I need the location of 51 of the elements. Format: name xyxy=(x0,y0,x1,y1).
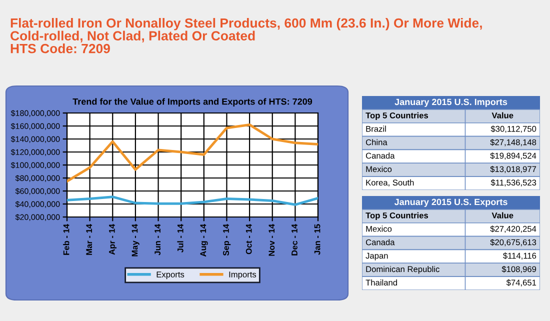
text: $27,148,148 xyxy=(490,138,536,146)
y-tick-label: $140,000,000 xyxy=(10,136,60,143)
y-tick-label: $180,000,000 xyxy=(10,110,60,117)
text: Mexico xyxy=(366,226,392,232)
text: $11,536,523 xyxy=(490,179,536,187)
legend-label: Imports xyxy=(229,272,256,280)
x-tick-label: Jul - 14 xyxy=(177,224,184,253)
text: Brazil xyxy=(366,126,386,132)
text: Flat-rolled Iron Or Nonalloy Steel Products, 600 Mm (23.6 In.) Or More Wide, Cold-rolled, Not Clad, Plated Or Coated HTS Code: 7209 xyxy=(10,18,482,54)
text: $108,969 xyxy=(502,266,536,274)
x-tick-label: Feb - 14 xyxy=(63,224,70,255)
text: $74,651 xyxy=(506,279,536,287)
text: Top 5 Countries xyxy=(366,112,428,120)
text: Canada xyxy=(366,152,395,159)
y-tick-label: $60,000,000 xyxy=(15,188,60,195)
text: $19,894,524 xyxy=(490,152,536,160)
x-tick-label: Dec - 14 xyxy=(292,224,298,256)
text: China xyxy=(366,139,388,146)
y-tick-label: $80,000,000 xyxy=(15,174,60,182)
text: Value xyxy=(492,112,514,118)
x-tick-label: Oct - 14 xyxy=(246,224,252,254)
text: $13,018,977 xyxy=(490,166,536,174)
x-tick-label: Aug - 14 xyxy=(200,224,208,257)
x-tick-label: May - 14 xyxy=(132,224,140,256)
text: Canada xyxy=(366,239,395,246)
text: Japan xyxy=(366,252,388,260)
text: Dominican Republic xyxy=(366,266,440,274)
y-tick-label: $100,000,000 xyxy=(10,162,60,169)
text: Thailand xyxy=(366,279,397,286)
x-tick-label: Jun - 14 xyxy=(154,224,161,256)
text: Top 5 Countries xyxy=(366,212,428,220)
y-tick-label: $20,000,000 xyxy=(15,214,60,221)
text: $114,116 xyxy=(503,252,536,260)
x-tick-label: Jan - 15 xyxy=(314,224,320,255)
text: $27,420,254 xyxy=(490,226,536,233)
text: $30,112,750 xyxy=(490,126,536,133)
y-tick-label: $40,000,000 xyxy=(15,200,60,208)
y-tick-label: $120,000,000 xyxy=(10,148,60,156)
chart-title: Trend for the Value of Imports and Exports of HTS: 7209 xyxy=(72,98,312,107)
legend-label: Exports xyxy=(156,272,184,280)
x-tick-label: Sep - 14 xyxy=(223,224,231,256)
text: January 2015 U.S. Imports xyxy=(394,98,508,107)
text: January 2015 U.S. Exports xyxy=(394,198,508,207)
text: Korea, South xyxy=(366,179,414,187)
text: Mexico xyxy=(366,166,392,172)
text: Value xyxy=(492,212,514,218)
x-tick-label: Apr - 14 xyxy=(109,224,117,255)
x-tick-label: Mar - 14 xyxy=(86,224,92,255)
y-tick-label: $160,000,000 xyxy=(10,122,60,130)
x-tick-label: Nov - 14 xyxy=(268,224,275,256)
text: $20,675,613 xyxy=(490,238,536,246)
